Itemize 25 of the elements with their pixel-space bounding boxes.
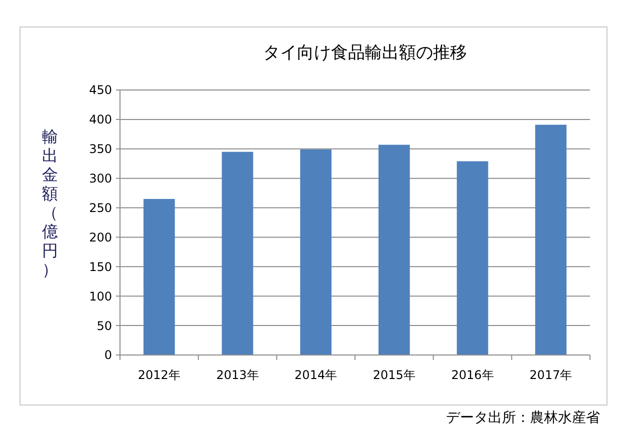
bar (378, 144, 410, 355)
bar (222, 152, 254, 355)
bar (300, 149, 332, 355)
y-tick-label: 350 (89, 142, 112, 156)
y-axis-title: 輸出金額（億円） (42, 127, 58, 279)
y-tick-label: 200 (89, 230, 112, 244)
y-tick-label: 150 (89, 260, 112, 274)
x-tick-label: 2012年 (138, 368, 180, 382)
y-tick-label: 300 (89, 172, 112, 186)
bar (535, 124, 566, 355)
y-tick-label: 400 (89, 112, 112, 127)
bar (456, 161, 488, 355)
y-tick-label: 50 (96, 318, 112, 333)
x-tick-label: 2016年 (451, 368, 494, 382)
x-tick-label: 2014年 (294, 368, 338, 382)
y-tick-label: 0 (104, 348, 112, 362)
y-tick-label: 250 (89, 200, 112, 215)
chart-title: タイ向け食品輸出額の推移 (263, 43, 467, 63)
y-tick-label: 100 (89, 289, 112, 304)
x-tick-label: 2017年 (530, 368, 572, 382)
x-tick-label: 2015年 (372, 368, 416, 382)
x-tick-label: 2013年 (216, 368, 259, 382)
text: データ出所：農林水産省 (446, 410, 600, 426)
bar (144, 198, 175, 355)
y-tick-label: 450 (89, 83, 112, 98)
